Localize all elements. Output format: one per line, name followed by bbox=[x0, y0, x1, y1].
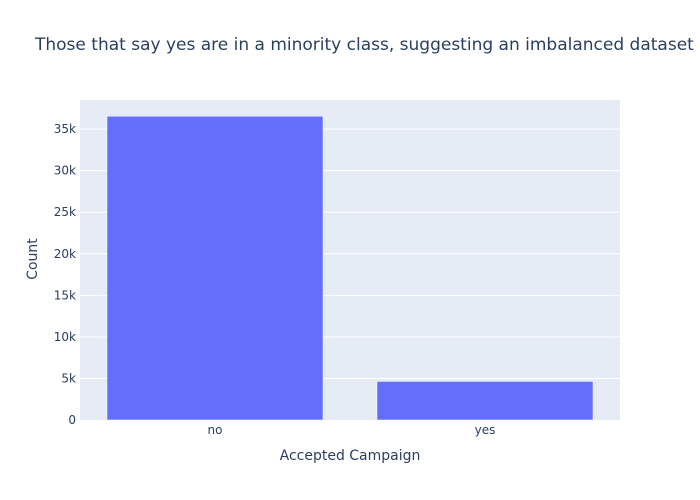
x-tick-label: yes bbox=[475, 423, 496, 437]
y-tick-label: 10k bbox=[54, 330, 76, 344]
x-axis-ticks: no yes bbox=[208, 423, 496, 437]
y-tick-label: 0 bbox=[68, 413, 76, 427]
y-tick-label: 20k bbox=[54, 247, 76, 261]
y-tick-label: 30k bbox=[54, 164, 76, 178]
x-tick-label: no bbox=[208, 423, 223, 437]
bars bbox=[106, 115, 594, 421]
x-axis-title: Accepted Campaign bbox=[280, 448, 421, 464]
y-tick-label: 25k bbox=[54, 205, 76, 219]
y-tick-label: 35k bbox=[54, 122, 76, 136]
y-axis-ticks: 0 5k 10k 15k 20k 25k 30k 35k bbox=[54, 122, 76, 427]
y-tick-label: 15k bbox=[54, 288, 76, 302]
y-tick-label: 5k bbox=[61, 371, 76, 385]
bar-no[interactable] bbox=[106, 115, 324, 421]
y-axis-title: Count bbox=[25, 238, 41, 280]
bar-yes[interactable] bbox=[376, 381, 594, 421]
chart-title: Those that say yes are in a minority cla… bbox=[34, 35, 694, 55]
